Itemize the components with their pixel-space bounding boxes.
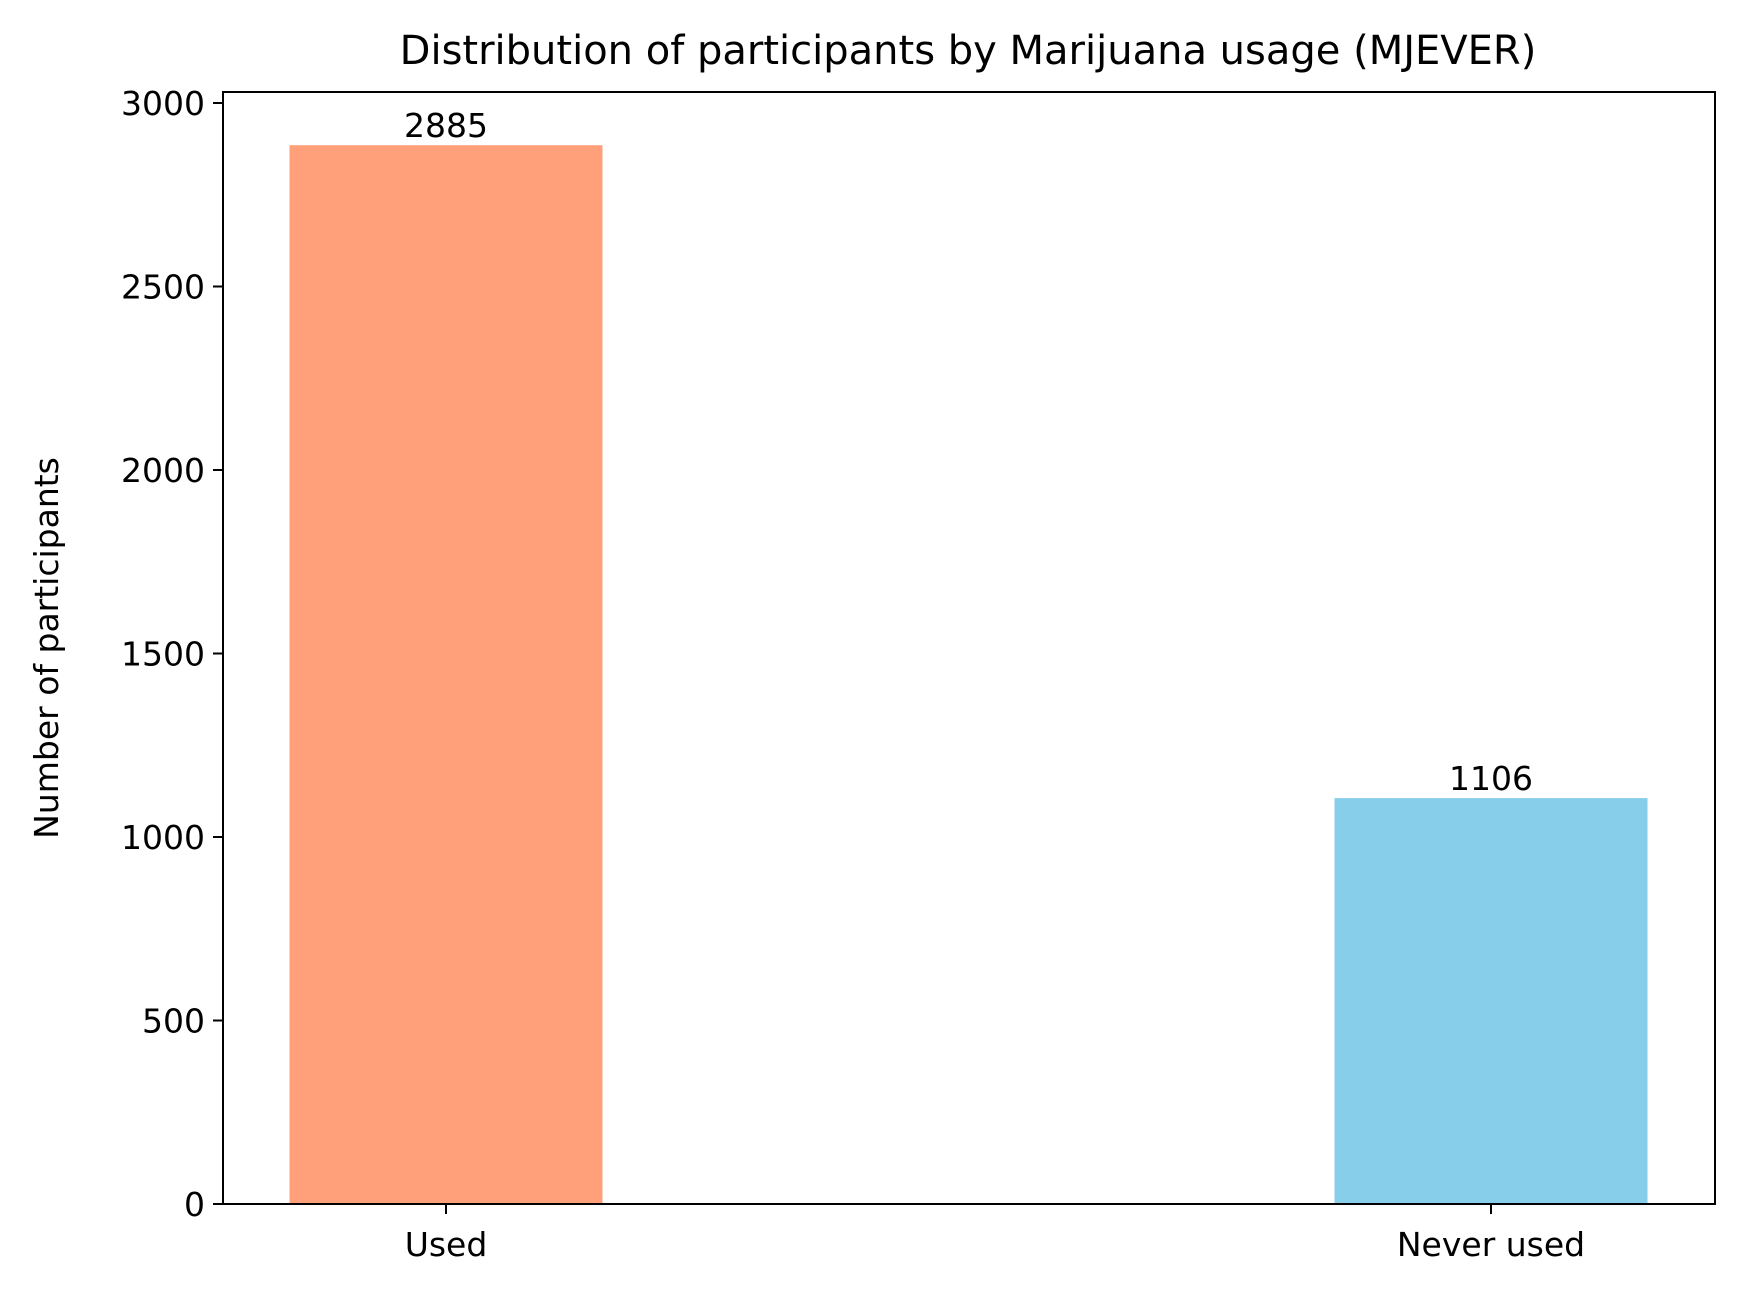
y-axis-label: Number of participants xyxy=(27,457,66,839)
x-tick-label: Never used xyxy=(1397,1225,1585,1264)
x-axis-ticks: Used Never used xyxy=(405,1204,1585,1264)
bar-value-label: 2885 xyxy=(404,106,488,145)
bar-value-label: 1106 xyxy=(1449,759,1533,798)
bar xyxy=(1334,798,1648,1204)
y-axis-ticks: 0 500 1000 1500 2000 2500 3000 xyxy=(121,84,223,1224)
y-tick-label: 0 xyxy=(184,1185,205,1224)
y-tick-label: 2000 xyxy=(121,451,205,490)
y-tick-label: 3000 xyxy=(121,84,205,123)
bar xyxy=(289,145,603,1205)
y-tick-label: 1500 xyxy=(121,635,205,674)
y-tick-label: 1000 xyxy=(121,818,205,857)
bars: 2885 1106 xyxy=(289,106,1648,1205)
chart-title: Distribution of participants by Marijuan… xyxy=(400,28,1537,74)
y-tick-label: 500 xyxy=(142,1002,205,1041)
x-tick-label: Used xyxy=(405,1225,488,1264)
plot-frame xyxy=(222,91,1716,1205)
y-tick-label: 2500 xyxy=(121,268,205,307)
